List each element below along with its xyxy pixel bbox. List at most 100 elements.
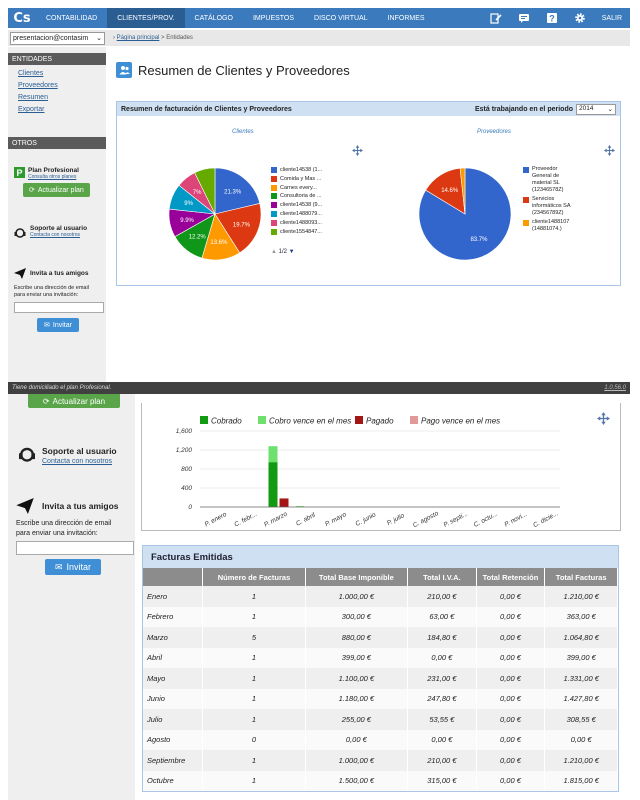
proveedores-legend-item[interactable]: Proveedor General de material SL (12346578Z… [523, 166, 603, 194]
table-cell: 0 [202, 729, 306, 750]
nav-impuestos[interactable]: IMPUESTOS [252, 14, 295, 22]
table-cell: 399,00 € [305, 647, 409, 668]
nav-contabilidad[interactable]: CONTABILIDAD [46, 14, 98, 22]
legend-label: cliente1554847... [280, 228, 322, 235]
table-cell: 0,00 € [476, 606, 546, 627]
table-cell: 308,55 € [544, 709, 618, 730]
table-cell: 1.000,00 € [305, 750, 409, 771]
sidebar-item-clientes[interactable]: Clientes [18, 70, 44, 77]
clientes-pie-slice[interactable] [214, 167, 261, 215]
headset-icon [19, 447, 35, 462]
move-icon[interactable] [597, 412, 610, 425]
table-row: Agosto 0 0,00 €0,00 €0,00 €0,00 € [143, 729, 618, 750]
pager-text: 1/2 [278, 249, 287, 255]
sidebar-item-exportar[interactable]: Exportar [18, 106, 45, 113]
proveedores-slice-label: 83.7% [470, 237, 488, 243]
plan-link[interactable]: Consulta otros planes [28, 174, 77, 180]
table-cell: 0,00 € [476, 688, 546, 709]
table-cell: 184,80 € [407, 627, 477, 648]
invite-text: Escribe una dirección de email para envi… [14, 285, 100, 299]
pager-next-icon[interactable]: ▼ [288, 249, 295, 255]
proveedores-pie-chart: 83.7% 14.6% [418, 167, 512, 261]
move-icon[interactable] [604, 145, 615, 156]
legend-swatch [271, 219, 277, 226]
period-select[interactable]: 2014 ⌄ [576, 103, 616, 115]
move-icon[interactable] [352, 145, 363, 156]
column-header-month [143, 568, 204, 586]
top-nav: Cs CONTABILIDAD CLIENTES/PROV. CATÁLOGO … [8, 8, 630, 28]
invite-email-input[interactable] [14, 302, 104, 314]
nav-disco-virtual[interactable]: DISCO VIRTUAL [314, 14, 368, 22]
paper-plane-icon [14, 268, 26, 279]
nav-icon-group: ? SALIR [482, 8, 630, 28]
clientes-legend-item[interactable]: cliente1488079... [271, 210, 322, 219]
help-icon[interactable]: ? [538, 8, 566, 28]
bar-marzo-cobrado[interactable] [268, 462, 278, 507]
legend-label-line: Servicios [532, 196, 555, 202]
bar-y-tick: 1,200 [176, 447, 193, 454]
clientes-legend-item[interactable]: cliente1488093... [271, 219, 322, 228]
support-link[interactable]: Contacta con nosotros [42, 458, 113, 465]
gear-icon[interactable] [566, 8, 594, 28]
logout-link[interactable]: SALIR [601, 14, 622, 22]
pager-prev-icon[interactable]: ▲ [271, 249, 277, 255]
bar-legend-label[interactable]: Pagado [366, 417, 394, 426]
nav-informes[interactable]: INFORMES [387, 14, 425, 22]
table-cell: 1.500,00 € [305, 770, 409, 791]
invite-button-label: Invitar [66, 562, 92, 572]
upgrade-plan-button[interactable]: ⟳ Actualizar plan [23, 183, 90, 197]
support-link[interactable]: Contacta con nosotros [30, 232, 81, 238]
nav-clientes-prov[interactable]: CLIENTES/PROV. [107, 8, 185, 28]
table-cell: Mayo [143, 668, 204, 689]
column-header-retencion: Total Retención [476, 568, 546, 586]
bar-x-label: C. junio [354, 511, 377, 528]
sidebar-item-resumen[interactable]: Resumen [18, 94, 48, 101]
upgrade-plan-button[interactable]: ⟳ Actualizar plan [28, 394, 120, 408]
version-link[interactable]: 1.0.56.0 [604, 385, 626, 391]
legend-label-line: informáticos SA [532, 203, 571, 209]
clientes-chart-title: Clientes [232, 129, 254, 135]
table-cell: 0,00 € [476, 647, 546, 668]
bar-marzo-pagado[interactable] [279, 498, 289, 507]
clientes-legend-item[interactable]: cliente14538 (9... [271, 201, 322, 210]
table-cell: 0,00 € [305, 729, 409, 750]
clientes-pie-slice[interactable] [214, 203, 262, 254]
breadcrumb-separator: › [113, 35, 117, 41]
clientes-legend-item[interactable]: cliente1554847... [271, 228, 322, 237]
refresh-icon: ⟳ [42, 396, 50, 406]
invoices-table-panel: Facturas Emitidas Número de Facturas Tot… [142, 545, 619, 792]
invite-email-input[interactable] [16, 541, 134, 555]
clientes-slice-label: 9.9% [180, 218, 194, 224]
proveedores-legend-item[interactable]: Servicios informáticos SA (23456789Z) [523, 196, 603, 217]
breadcrumb-home[interactable]: Página principal [116, 35, 160, 41]
app-logo[interactable]: Cs [13, 10, 31, 26]
envelope-icon: ✉ [54, 561, 63, 572]
table-cell: 1 [202, 688, 306, 709]
table-cell: 5 [202, 627, 306, 648]
company-select[interactable]: presentacion@contasim ⌄ [10, 31, 105, 45]
proveedores-legend-item[interactable]: cliente1488107 (14881074.) [523, 219, 603, 233]
bar-abril-cobro-vence-en-el-mes[interactable] [296, 506, 304, 507]
clientes-legend-item[interactable]: Consultoria de ... [271, 192, 322, 201]
bar-legend-label[interactable]: Cobro vence en el mes [269, 417, 351, 426]
nav-catalogo[interactable]: CATÁLOGO [194, 14, 233, 22]
edit-icon[interactable] [482, 8, 510, 28]
chat-icon[interactable] [510, 8, 538, 28]
bar-legend-label[interactable]: Cobrado [211, 417, 242, 426]
summary-panel-header: Resumen de facturación de Clientes y Pro… [117, 102, 620, 116]
bar-legend-label[interactable]: Pago vence en el mes [421, 417, 500, 426]
invite-button[interactable]: ✉ Invitar [37, 318, 79, 333]
period-label: Está trabajando en el periodo [474, 105, 573, 113]
invite-text-line-2: para enviar una invitación: [16, 529, 98, 537]
clientes-legend-item[interactable]: Comida y Mas ... [271, 175, 322, 184]
invoices-table-body: Enero 1 1.000,00 €210,00 €0,00 €1.210,00 €… [143, 586, 618, 791]
sidebar-item-proveedores[interactable]: Proveedores [18, 82, 58, 89]
legend-label: Proveedor General de material SL (12346578Z… [532, 166, 564, 194]
clientes-legend-item[interactable]: cliente14538 (1... [271, 166, 322, 175]
proveedores-pie-slice[interactable] [459, 167, 466, 215]
table-cell: 0,00 € [476, 770, 546, 791]
clientes-legend-item[interactable]: Carnes every... [271, 184, 322, 193]
clientes-pie-slice[interactable] [194, 167, 216, 215]
invite-text-line-2: para enviar una invitación: [14, 292, 79, 299]
invite-button[interactable]: ✉ Invitar [45, 559, 101, 575]
